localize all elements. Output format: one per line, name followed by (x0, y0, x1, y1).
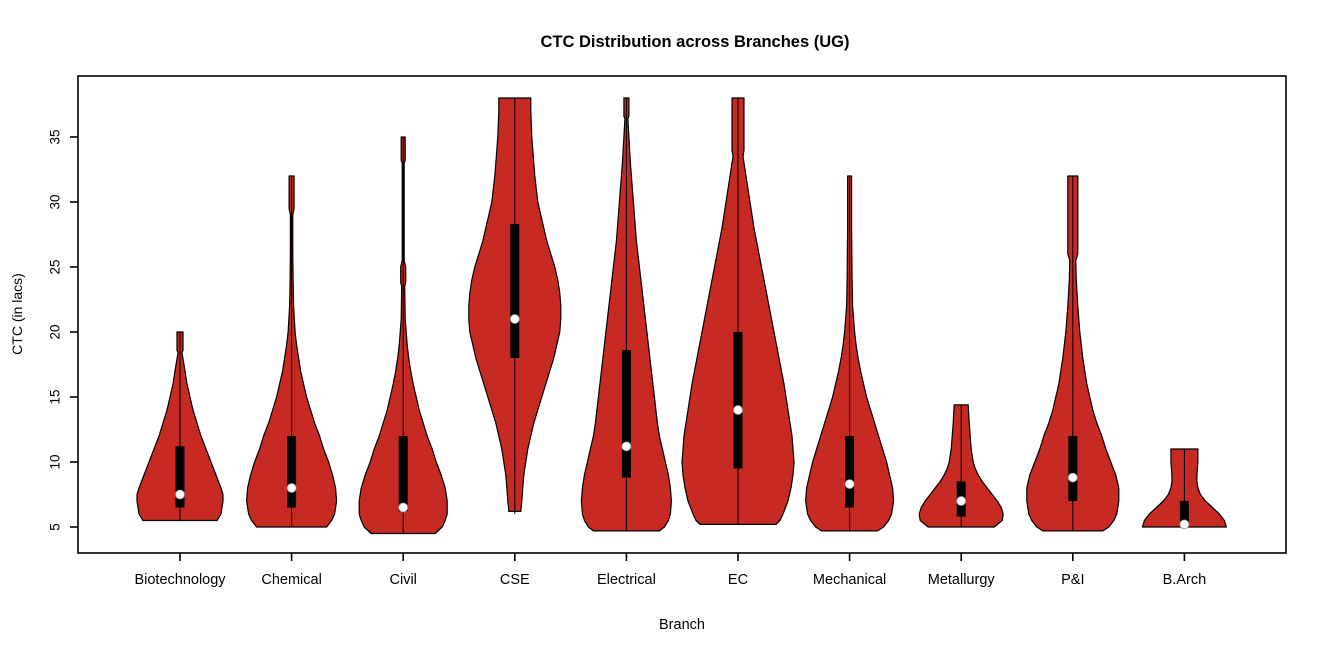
median-dot (509, 314, 520, 324)
plot-frame (77, 75, 1287, 554)
x-tick-label: Electrical (597, 572, 656, 588)
x-tick-label: EC (728, 572, 748, 588)
x-tick-label: Metallurgy (928, 572, 996, 588)
x-tick-label: Biotechnology (134, 572, 226, 588)
median-dot (175, 489, 185, 500)
plot-area: 5 10 15 20 25 30 35 Biotechnology Chemical Civil C… (48, 75, 1287, 588)
iqr-box (287, 435, 297, 508)
iqr-box (398, 435, 408, 512)
x-tick-label: B.Arch (1163, 572, 1207, 588)
y-tick-label: 15 (48, 389, 63, 404)
median-dot (733, 405, 743, 415)
median-dot (286, 483, 297, 493)
iqr-box (1068, 435, 1078, 501)
median-dot (844, 479, 855, 489)
y-tick-label: 30 (48, 194, 63, 209)
iqr-box (845, 435, 855, 508)
y-tick-label: 20 (48, 324, 63, 339)
y-tick-label: 35 (48, 129, 63, 144)
median-dot (398, 502, 409, 513)
y-axis-title: CTC (in lacs) (9, 273, 25, 355)
iqr-box (510, 224, 520, 358)
iqr-box (621, 350, 631, 478)
y-tick-label: 5 (48, 523, 63, 531)
median-dot (956, 496, 967, 506)
y-tick-label: 10 (48, 454, 63, 469)
x-axis-title: Branch (659, 617, 705, 633)
iqr-box (1179, 500, 1189, 527)
median-dot (1067, 472, 1078, 483)
y-tick-label: 25 (48, 259, 63, 274)
x-tick-label: CSE (500, 572, 530, 588)
x-tick-label: Mechanical (813, 572, 886, 588)
median-dot (621, 441, 632, 452)
x-tick-label: Chemical (261, 572, 321, 588)
chart-title: CTC Distribution across Branches (UG) (541, 33, 850, 51)
x-tick-label: P&I (1061, 572, 1084, 588)
median-dot (1179, 519, 1190, 530)
x-tick-label: Civil (390, 572, 417, 588)
iqr-box (175, 446, 185, 508)
iqr-box (733, 331, 743, 469)
